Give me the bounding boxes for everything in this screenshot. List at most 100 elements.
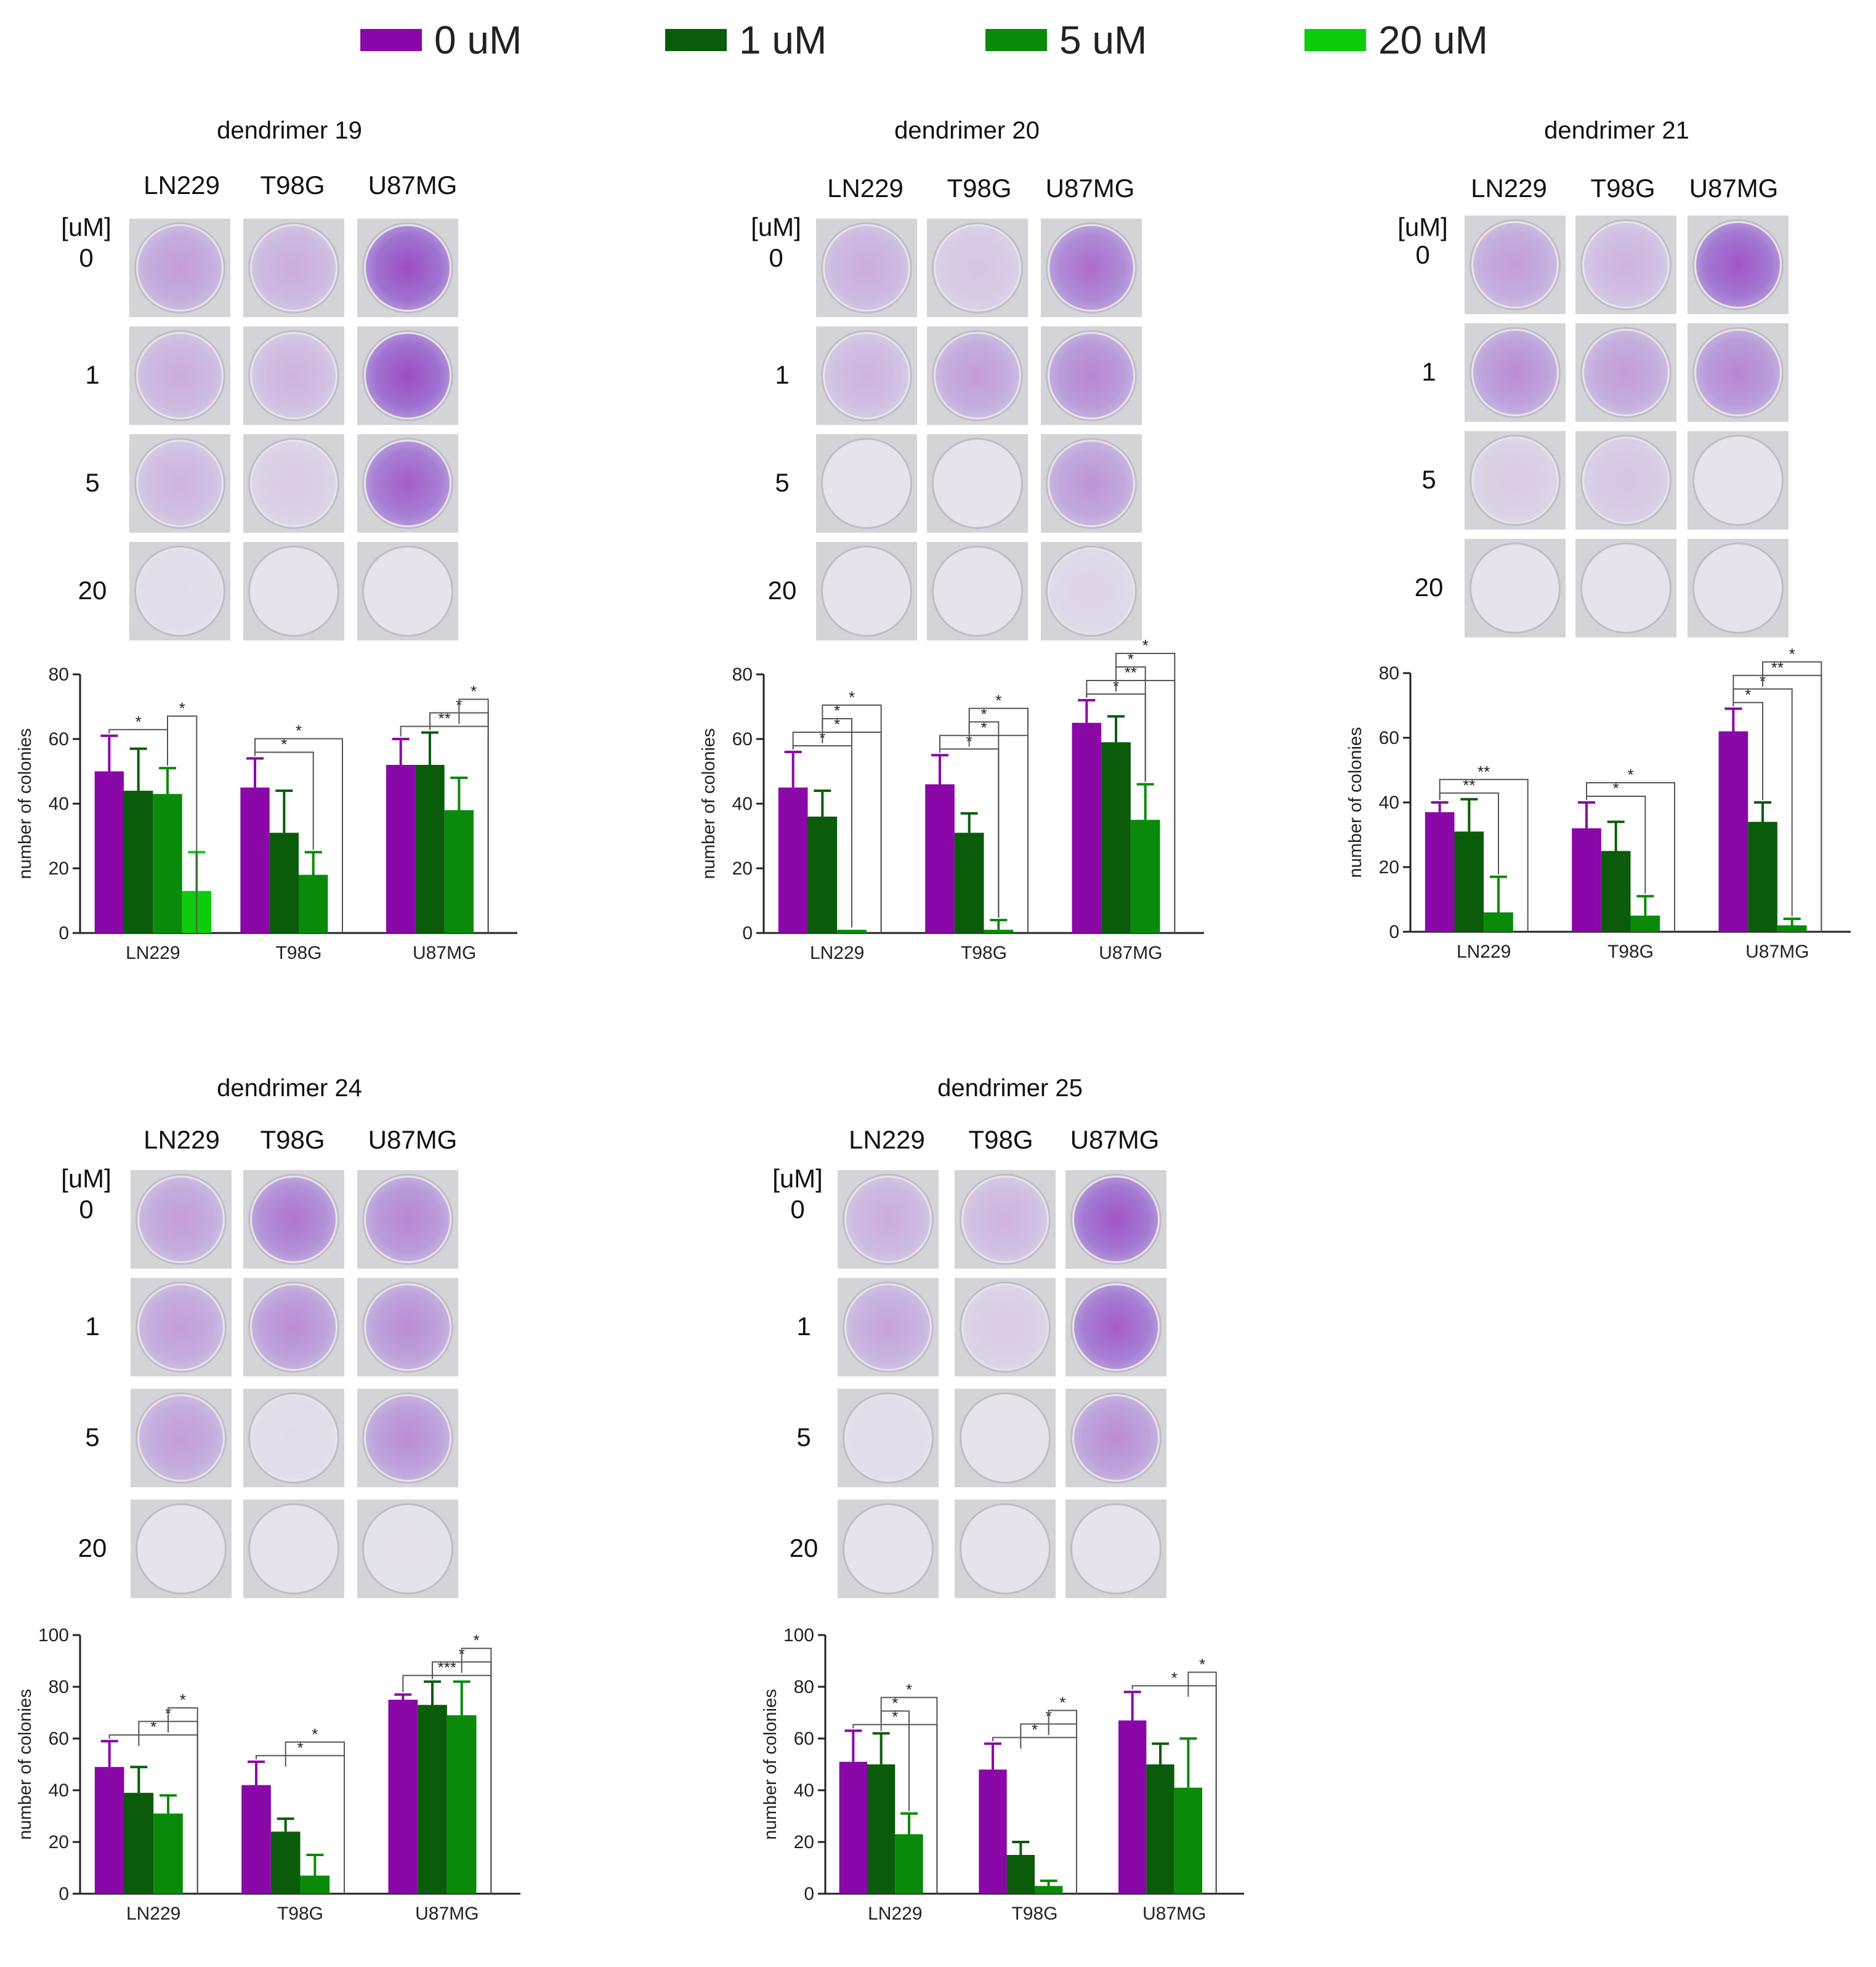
stain <box>846 1396 930 1480</box>
colony-plate-LN229-0uM <box>838 1170 939 1269</box>
colony-plate-T98G-20uM <box>1575 539 1676 637</box>
bar-T98G-0uM <box>925 784 955 933</box>
colony-plate-U87MG-5uM <box>357 1389 458 1487</box>
column-label-U87MG: U87MG <box>368 1125 458 1154</box>
row-label-20uM: 20 <box>1414 573 1444 602</box>
stain <box>1074 1285 1158 1369</box>
legend-swatch-1uM <box>665 29 727 51</box>
plate-rim <box>248 438 339 529</box>
colony-plate-LN229-0uM <box>816 219 917 317</box>
plate-rim <box>1580 435 1672 526</box>
stain <box>1074 1507 1158 1591</box>
bar-chart: 0 20 40 60 80 number of colonies LN229 T98G U87M… <box>699 636 1204 963</box>
x-tick-label-U87MG: U87MG <box>1099 943 1162 963</box>
plate-rim <box>135 1392 227 1484</box>
significance-label: * <box>1745 685 1751 704</box>
colony-plate-U87MG-20uM <box>357 542 458 640</box>
bar-T98G-5uM <box>300 1875 330 1894</box>
significance-bracket <box>1439 778 1529 932</box>
x-tick-label-T98G: T98G <box>961 943 1007 963</box>
bar-LN229-0uM <box>94 771 124 933</box>
bar-U87MG-5uM <box>1130 820 1160 933</box>
plate-rim <box>1070 1503 1162 1594</box>
x-tick-label-LN229: LN229 <box>1457 942 1511 962</box>
colony-plate-U87MG-1uM <box>357 1278 458 1376</box>
y-tick-label: 0 <box>59 1884 69 1904</box>
plate-rim <box>1470 543 1561 634</box>
significance-label: * <box>1128 650 1134 668</box>
colony-plate-U87MG-1uM <box>357 326 458 425</box>
stain <box>252 226 336 310</box>
plate-rim <box>248 1503 339 1594</box>
column-label-LN229: LN229 <box>1471 174 1547 203</box>
colony-plate-U87MG-20uM <box>1065 1500 1166 1598</box>
colony-plate-T98G-5uM <box>243 434 344 533</box>
colony-plate-T98G-1uM <box>927 326 1028 425</box>
plate-rim <box>135 1282 227 1373</box>
column-label-U87MG: U87MG <box>368 171 458 200</box>
plate-rim <box>248 222 339 313</box>
row-label-5uM: 5 <box>85 1423 100 1452</box>
bar-T98G-5uM <box>984 929 1014 933</box>
y-tick-label: 100 <box>38 1625 69 1646</box>
x-tick-label-T98G: T98G <box>1607 942 1654 962</box>
colony-plate-LN229-5uM <box>129 434 230 533</box>
significance-label: * <box>892 1694 898 1712</box>
significance-bracket <box>968 721 1000 918</box>
plate-rim <box>1046 546 1137 637</box>
legend-item-20uM: 20 uM <box>1304 18 1488 62</box>
plate-rim <box>134 438 225 529</box>
significance-label: * <box>179 699 185 717</box>
y-tick-label: 40 <box>49 1780 69 1801</box>
bar-LN229-1uM <box>124 1793 154 1894</box>
bar-U87MG-1uM <box>1748 822 1777 932</box>
significance-label: * <box>1171 1668 1178 1687</box>
row-label-20uM: 20 <box>767 576 797 605</box>
bar-T98G-0uM <box>240 787 270 933</box>
colony-plate-U87MG-5uM <box>1041 434 1142 533</box>
stain <box>963 1507 1047 1591</box>
row-label-20uM: 20 <box>789 1533 819 1562</box>
bar-T98G-0uM <box>1572 828 1601 932</box>
significance-bracket <box>1762 661 1822 932</box>
stain <box>252 549 336 633</box>
colony-plate-U87MG-0uM <box>1041 219 1142 317</box>
significance-label: * <box>312 1725 318 1743</box>
plate-rim <box>932 546 1023 637</box>
colony-plate-T98G-5uM <box>927 434 1028 533</box>
bar-U87MG-1uM <box>418 1705 447 1894</box>
panel-title: dendrimer 25 <box>937 1075 1083 1102</box>
plate-rim <box>843 1503 934 1594</box>
plate-rim <box>821 330 912 421</box>
colony-plate-U87MG-20uM <box>357 1500 458 1598</box>
y-tick-label: 0 <box>804 1884 814 1904</box>
x-tick-label-T98G: T98G <box>275 943 321 963</box>
significance-bracket <box>1115 666 1146 782</box>
significance-label: ** <box>1125 663 1137 682</box>
plate-rim <box>248 546 339 637</box>
row-label-20uM: 20 <box>78 576 107 605</box>
significance-bracket <box>1586 782 1675 932</box>
bar-LN229-1uM <box>124 791 153 933</box>
x-tick-label-LN229: LN229 <box>868 1904 922 1924</box>
bar-U87MG-0uM <box>386 765 416 933</box>
bar-U87MG-0uM <box>1118 1720 1147 1894</box>
y-tick-label: 80 <box>794 1677 814 1697</box>
stain <box>252 1507 336 1591</box>
colony-plate-LN229-0uM <box>1465 216 1566 314</box>
colony-plate-U87MG-0uM <box>357 219 458 317</box>
colony-plate-U87MG-1uM <box>1688 323 1789 422</box>
plate-rim <box>960 1174 1051 1265</box>
plate-rim <box>960 1282 1051 1373</box>
colony-plate-LN229-0uM <box>129 219 230 317</box>
plate-rim <box>821 222 912 313</box>
significance-label: ** <box>1478 762 1490 781</box>
colony-plate-U87MG-0uM <box>1688 216 1789 314</box>
plate-rim <box>134 546 225 637</box>
column-label-LN229: LN229 <box>827 174 904 203</box>
bar-T98G-1uM <box>1006 1855 1035 1894</box>
colony-plate-T98G-0uM <box>243 1170 344 1269</box>
stain <box>252 442 336 525</box>
stain <box>1074 1396 1158 1480</box>
stain <box>1074 1177 1158 1261</box>
